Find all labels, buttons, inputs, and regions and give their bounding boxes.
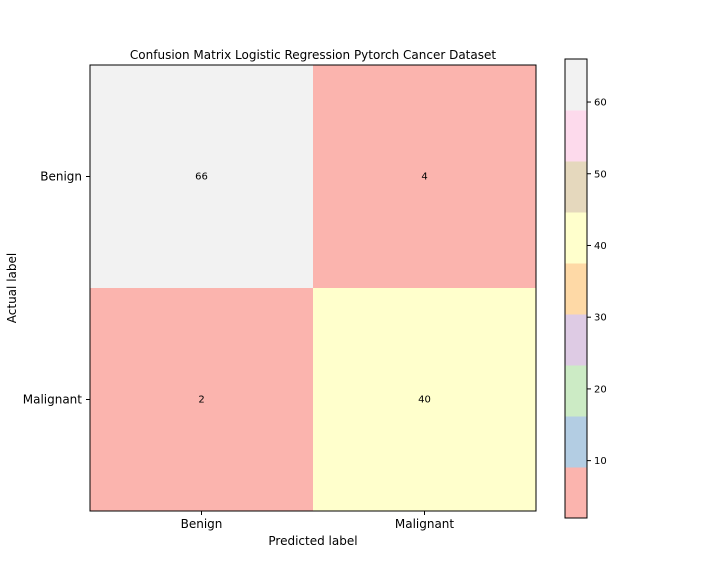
cell-value-label: 40 bbox=[418, 395, 431, 406]
cell-value-label: 2 bbox=[198, 395, 204, 406]
colorbar-tick-label: 30 bbox=[594, 313, 607, 324]
colorbar-band bbox=[565, 263, 587, 315]
y-axis-ticks: Benign Malignant bbox=[23, 170, 90, 407]
heatmap-cell-labels: 66 4 2 40 bbox=[195, 172, 431, 406]
x-tick-label: Malignant bbox=[395, 517, 455, 531]
colorbar-tick-label: 50 bbox=[594, 169, 607, 180]
colorbar-frame bbox=[564, 58, 588, 519]
cell-value-label: 4 bbox=[421, 172, 427, 183]
colorbar-band bbox=[565, 110, 587, 162]
y-axis-label: Actual label bbox=[5, 253, 19, 323]
heatmap-cell bbox=[313, 65, 536, 288]
x-tick-label: Benign bbox=[181, 517, 223, 531]
colorbar-tick-label: 60 bbox=[594, 98, 607, 109]
x-axis-ticks: Benign Malignant bbox=[181, 511, 455, 531]
colorbar-tick-label: 10 bbox=[594, 456, 607, 467]
colorbar-band bbox=[565, 467, 587, 519]
heatmap-cell bbox=[313, 288, 536, 511]
colorbar-tick-label: 40 bbox=[594, 241, 607, 252]
heatmap-cells bbox=[90, 65, 536, 511]
colorbar bbox=[565, 59, 587, 519]
colorbar-band bbox=[565, 314, 587, 366]
colorbar-tick-label: 20 bbox=[594, 384, 607, 395]
y-tick-label: Benign bbox=[40, 170, 82, 184]
colorbar-band bbox=[565, 416, 587, 468]
heatmap-cell bbox=[90, 65, 313, 288]
colorbar-band bbox=[565, 59, 587, 111]
colorbar-band bbox=[565, 365, 587, 417]
chart-title: Confusion Matrix Logistic Regression Pyt… bbox=[130, 48, 496, 62]
y-tick-label: Malignant bbox=[23, 393, 83, 407]
heatmap-cell bbox=[90, 288, 313, 511]
plot-frame bbox=[89, 64, 537, 512]
x-axis-label: Predicted label bbox=[268, 534, 357, 548]
colorbar-band bbox=[565, 161, 587, 213]
cell-value-label: 66 bbox=[195, 172, 208, 183]
colorbar-band bbox=[565, 212, 587, 264]
colorbar-ticks: 10 20 30 40 50 60 bbox=[587, 98, 607, 467]
